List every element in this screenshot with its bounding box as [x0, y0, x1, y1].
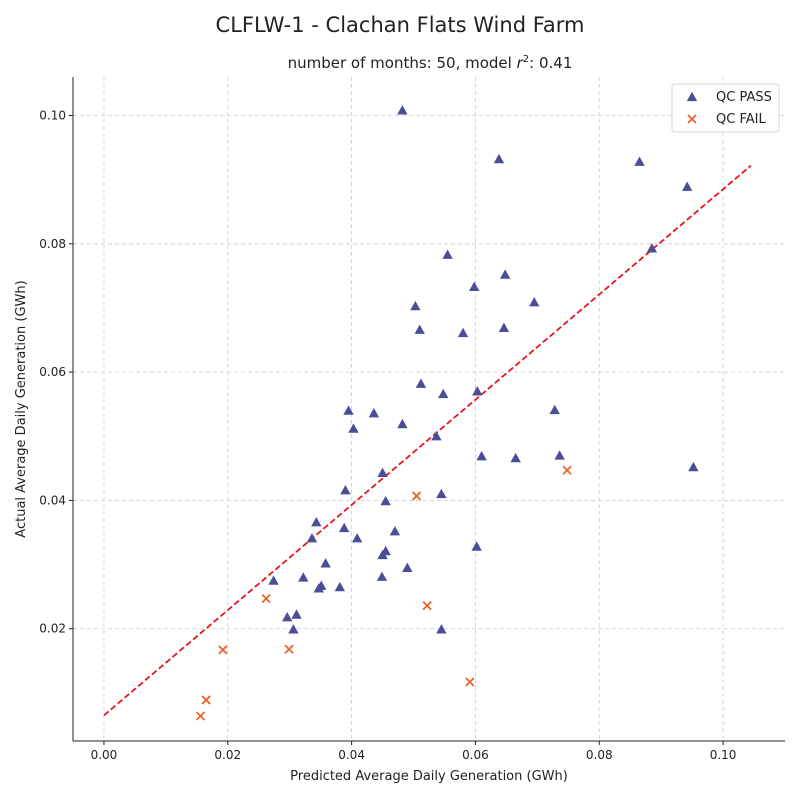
chart-title: CLFLW-1 - Clachan Flats Wind Farm — [216, 13, 585, 37]
data-point-pass — [298, 572, 309, 582]
data-point-pass — [338, 522, 350, 533]
data-point-pass — [431, 431, 442, 441]
data-point-pass — [549, 404, 560, 415]
data-point-pass — [348, 423, 359, 433]
data-point-pass — [472, 386, 483, 396]
data-point-pass — [457, 327, 469, 338]
data-point-fail — [261, 593, 271, 604]
data-point-pass — [493, 153, 505, 164]
data-points — [195, 105, 699, 721]
data-point-pass — [499, 269, 511, 279]
legend-box — [671, 83, 780, 133]
data-point-pass — [410, 300, 421, 311]
data-point-pass — [291, 609, 302, 619]
x-tick-label: 0.02 — [214, 748, 241, 762]
legend-marker-fail — [687, 114, 697, 124]
data-point-pass — [415, 378, 427, 388]
data-point-fail — [411, 491, 422, 501]
data-point-pass — [282, 611, 293, 622]
data-point-fail — [422, 600, 432, 611]
legend-label-fail: QC FAIL — [716, 112, 766, 127]
y-tick-label: 0.02 — [39, 622, 66, 636]
data-point-pass — [311, 517, 322, 527]
tick-labels: 0.00 0.02 0.04 0.06 0.08 0.10 0.02 0.04 0.06 0.08… — [39, 108, 736, 762]
data-point-pass — [377, 467, 388, 477]
subtitle-prefix: number of months: 50, model — [288, 54, 517, 72]
data-point-pass — [306, 533, 318, 543]
data-point-pass — [498, 322, 510, 333]
data-point-pass — [646, 243, 658, 253]
data-point-pass — [376, 571, 388, 581]
data-point-fail — [218, 645, 228, 655]
data-point-pass — [634, 156, 645, 166]
data-point-fail — [284, 644, 294, 654]
x-axis-label: Predicted Average Daily Generation (GWh) — [290, 769, 568, 784]
fit-line-group — [103, 164, 752, 717]
data-point-pass — [414, 324, 425, 334]
x-tick-label: 0.08 — [586, 748, 613, 762]
y-axis-label: Actual Average Daily Generation (GWh) — [14, 280, 29, 537]
data-point-fail — [195, 711, 206, 721]
data-point-pass — [313, 583, 324, 593]
grid — [73, 77, 785, 741]
fit-line — [103, 164, 752, 717]
data-point-pass — [343, 405, 354, 415]
y-tick-label: 0.06 — [39, 365, 66, 379]
y-tick-label: 0.10 — [39, 108, 66, 122]
data-point-pass — [377, 549, 388, 560]
data-point-pass — [389, 526, 401, 536]
subtitle-suffix: : 0.41 — [529, 54, 572, 72]
data-point-pass — [268, 575, 279, 585]
legend: QC PASS QC FAIL — [671, 83, 780, 133]
data-point-pass — [681, 181, 693, 191]
x-tick-label: 0.06 — [462, 748, 489, 762]
data-point-pass — [438, 388, 449, 399]
data-point-pass — [402, 562, 413, 572]
data-point-pass — [510, 452, 521, 463]
data-point-pass — [288, 624, 299, 634]
data-point-pass — [340, 484, 351, 495]
data-point-pass — [397, 418, 408, 429]
data-point-pass — [468, 281, 480, 291]
data-point-pass — [688, 461, 699, 472]
data-point-pass — [529, 296, 540, 307]
x-tick-label: 0.10 — [710, 748, 737, 762]
data-point-fail — [562, 465, 572, 475]
data-point-fail — [201, 695, 211, 705]
data-point-pass — [368, 407, 380, 418]
data-point-pass — [471, 541, 482, 551]
y-tick-label: 0.04 — [39, 493, 66, 507]
data-point-pass — [442, 249, 453, 259]
x-tick-label: 0.04 — [338, 748, 365, 762]
data-point-pass — [334, 581, 346, 592]
legend-marker-pass — [686, 91, 698, 102]
data-point-pass — [554, 450, 565, 460]
data-point-fail — [465, 677, 475, 687]
data-point-pass — [476, 450, 487, 461]
data-point-pass — [436, 488, 447, 499]
legend-label-pass: QC PASS — [716, 90, 772, 105]
data-point-pass — [320, 558, 331, 568]
data-point-pass — [351, 533, 363, 543]
data-point-pass — [397, 105, 408, 115]
chart-subtitle: number of months: 50, model r2: 0.41 — [288, 54, 573, 72]
subtitle-r: r — [517, 54, 524, 72]
x-tick-label: 0.00 — [91, 748, 118, 762]
subtitle-exp: 2 — [523, 54, 529, 65]
data-point-pass — [436, 624, 447, 634]
data-point-pass — [380, 495, 391, 506]
y-tick-label: 0.08 — [39, 237, 66, 251]
